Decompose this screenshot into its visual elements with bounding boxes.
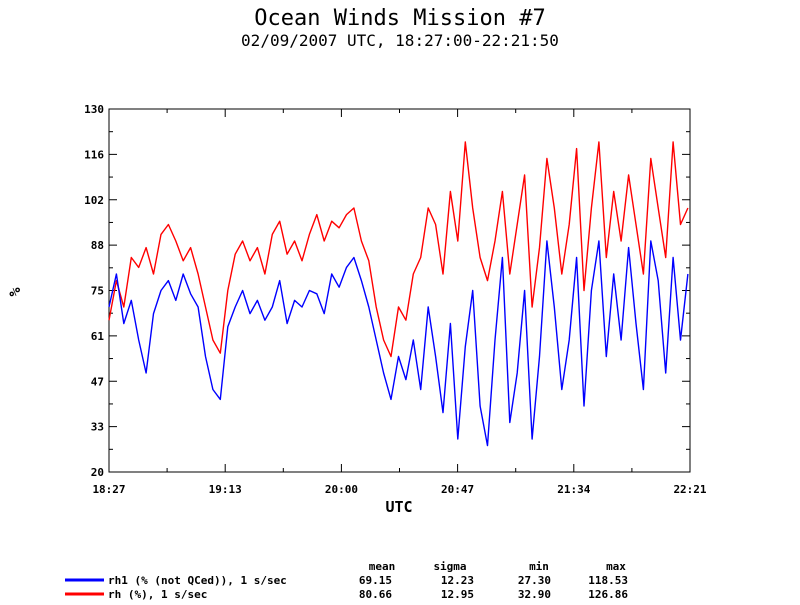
y-tick-label: 20	[91, 466, 104, 479]
legend: mean sigma min max rh1 (% (not QCed)), 1…	[65, 560, 628, 601]
legend-mean-rh: 80.66	[359, 588, 392, 601]
plot-frame	[108, 108, 691, 473]
x-tick-label: 19:13	[209, 483, 242, 496]
legend-min-rh: 32.90	[518, 588, 551, 601]
y-tick-label: 33	[91, 421, 104, 434]
y-tick-label: 116	[84, 148, 104, 161]
y-tick-label: 88	[91, 239, 104, 252]
chart-title: Ocean Winds Mission #7	[254, 6, 545, 31]
x-axis: 18:27 19:13 20:00 20:47 21:34 22:21	[92, 109, 707, 496]
y-axis-label: %	[6, 287, 24, 296]
y-tick-label: 75	[91, 285, 104, 298]
stats-header-mean: mean	[369, 560, 396, 573]
stats-header-sigma: sigma	[433, 560, 466, 573]
y-tick-label: 130	[84, 103, 104, 116]
legend-min-rh1: 27.30	[518, 574, 551, 587]
x-axis-label: UTC	[385, 498, 412, 516]
stats-header-min: min	[529, 560, 549, 573]
series-layer	[108, 141, 689, 447]
y-tick-label: 61	[91, 330, 105, 343]
stats-header-max: max	[606, 560, 626, 573]
y-tick-label: 102	[84, 194, 104, 207]
x-tick-label: 18:27	[92, 483, 125, 496]
legend-max-rh1: 118.53	[588, 574, 628, 587]
x-tick-label: 22:21	[673, 483, 706, 496]
x-tick-label: 21:34	[557, 483, 590, 496]
series-line-rh	[108, 141, 689, 358]
legend-sigma-rh1: 12.23	[441, 574, 474, 587]
x-tick-label: 20:47	[441, 483, 474, 496]
legend-max-rh: 126.86	[588, 588, 628, 601]
x-tick-label: 20:00	[325, 483, 358, 496]
series-line-rh1	[108, 240, 689, 447]
chart-subtitle: 02/09/2007 UTC, 18:27:00-22:21:50	[241, 31, 559, 50]
legend-sigma-rh: 12.95	[441, 588, 474, 601]
y-tick-label: 47	[91, 375, 104, 388]
legend-label-rh1: rh1 (% (not QCed)), 1 s/sec	[108, 574, 287, 587]
y-axis: 20 33 47 61 75 88 102 116 130	[84, 103, 690, 479]
legend-label-rh: rh (%), 1 s/sec	[108, 588, 207, 601]
legend-mean-rh1: 69.15	[359, 574, 392, 587]
